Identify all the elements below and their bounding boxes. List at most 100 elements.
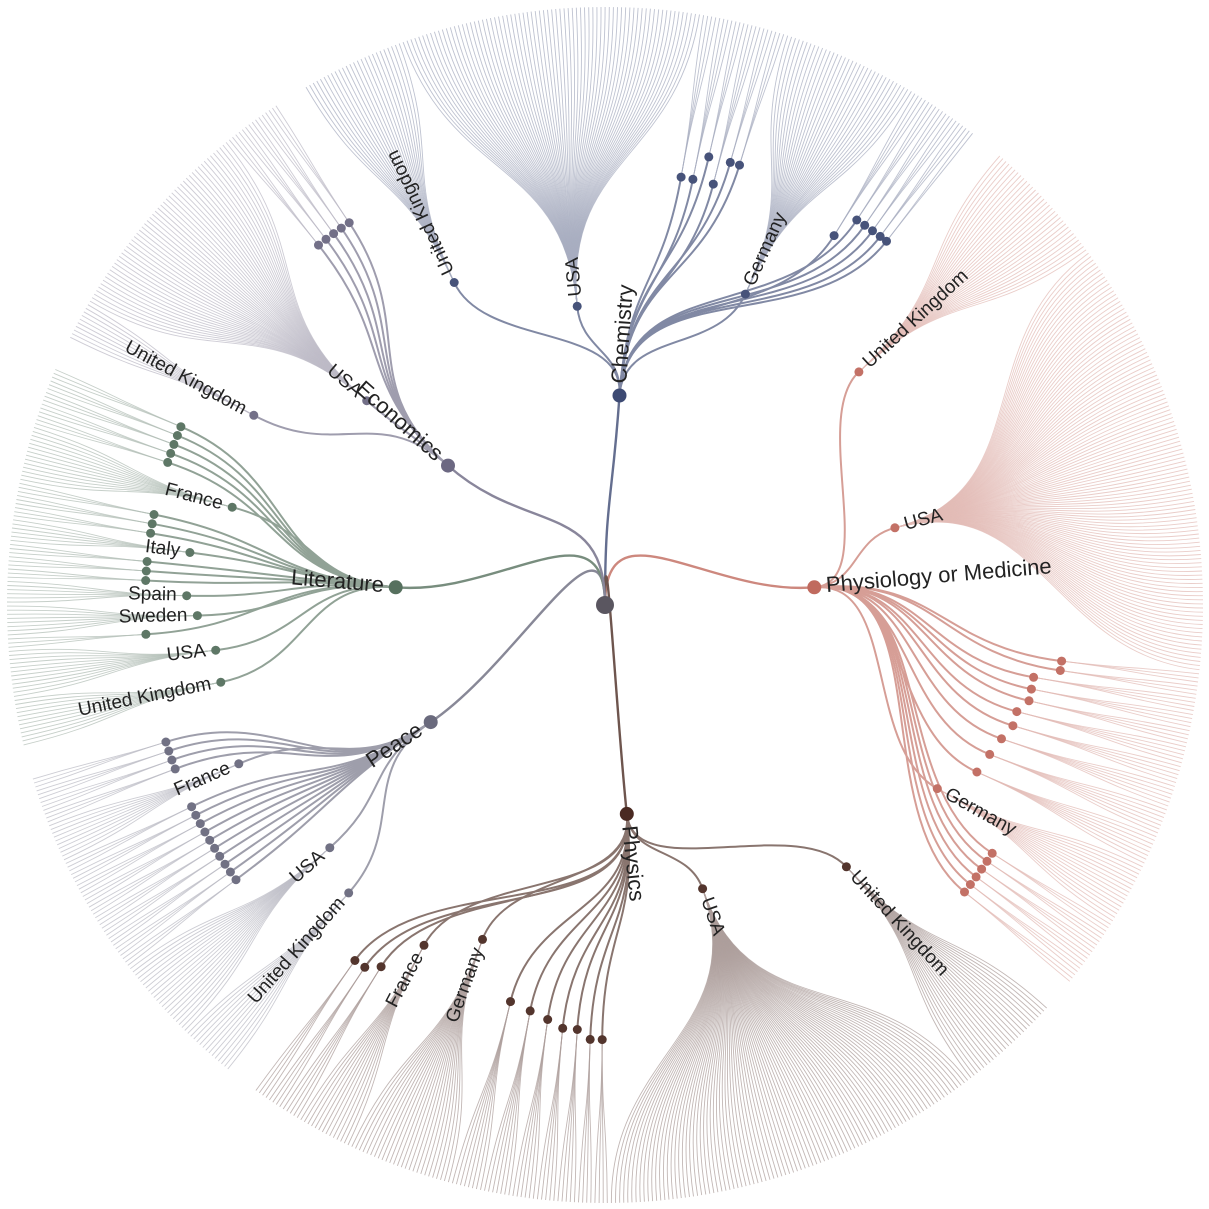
leaf-link: [8, 568, 146, 581]
leaf-link: [619, 888, 714, 1203]
country-label-usa: USA: [696, 895, 729, 939]
country-node: [211, 645, 221, 655]
country-node: [249, 410, 259, 420]
category-link: [603, 575, 628, 815]
country-node: [932, 784, 942, 794]
country-node: [572, 1025, 582, 1034]
country-link: [348, 222, 449, 467]
country-link: [153, 513, 396, 589]
leaf-link: [451, 1001, 511, 1184]
country-node: [449, 278, 459, 287]
leaf-link: [43, 399, 175, 445]
leaf-link: [14, 507, 151, 534]
country-node: [176, 422, 186, 432]
leaf-link: [553, 1028, 564, 1201]
leaf-link: [964, 891, 1071, 982]
leaf-link: [76, 823, 201, 886]
country-node: [841, 862, 851, 872]
country-node: [585, 1034, 595, 1044]
country-label-france: France: [382, 949, 428, 1011]
leaf-link: [8, 633, 146, 648]
leaf-link: [275, 105, 350, 223]
leaf-link: [82, 831, 206, 897]
country-link: [814, 586, 966, 893]
country-link: [814, 526, 896, 589]
category-link: [603, 554, 815, 606]
country-link: [814, 585, 1061, 672]
country-label-usa: USA: [166, 640, 208, 665]
leaf-link: [300, 945, 425, 1121]
country-node: [166, 448, 176, 458]
country-link: [814, 371, 860, 589]
country-link: [329, 721, 432, 849]
country-node: [147, 519, 157, 529]
leaf-link: [1001, 738, 1169, 807]
country-node: [985, 749, 995, 759]
leaf-link: [398, 43, 455, 283]
country-link: [618, 164, 741, 396]
leaf-link: [101, 855, 220, 929]
leaf-link: [739, 34, 785, 166]
country-node: [890, 523, 900, 533]
leaf-link: [970, 884, 1083, 966]
leaf-link: [976, 771, 1145, 864]
country-label-united-kingdom: United Kingdom: [846, 867, 953, 981]
country-node: [234, 759, 244, 769]
country-link: [165, 721, 432, 752]
country-label-usa: USA: [562, 256, 587, 297]
leaf-link: [187, 892, 350, 1034]
leaf-link: [130, 847, 331, 970]
country-link: [618, 156, 710, 396]
leaf-link: [858, 249, 1087, 373]
country-node: [325, 843, 335, 853]
category-link: [603, 395, 621, 606]
leaf-link: [65, 806, 192, 864]
country-label-united-kingdom: United Kingdom: [383, 147, 459, 278]
category-link: [447, 464, 607, 606]
country-node: [172, 431, 182, 440]
leaf-link: [1012, 725, 1177, 784]
root-node: [596, 596, 614, 614]
country-node: [965, 880, 975, 889]
country-label-united-kingdom: United Kingdom: [859, 265, 973, 372]
leaf-link: [729, 30, 773, 163]
country-node: [543, 1015, 553, 1024]
leaf-link: [13, 519, 190, 553]
country-node: [146, 528, 156, 538]
country-link: [814, 585, 1030, 702]
category-label-physiology-or-medicine: Physiology or Medicine: [825, 553, 1053, 597]
country-node: [164, 746, 174, 756]
country-node: [141, 566, 151, 576]
country-node: [1026, 684, 1036, 694]
country-node: [227, 502, 237, 512]
country-node: [1024, 696, 1034, 706]
country-node: [1057, 656, 1067, 666]
country-link: [618, 230, 874, 396]
country-node: [215, 851, 225, 861]
country-node: [852, 215, 862, 225]
leaf-link: [986, 860, 1100, 942]
country-node: [676, 172, 686, 182]
leaf-link: [991, 852, 1107, 932]
leaf-link: [1060, 670, 1197, 695]
country-link: [180, 425, 396, 589]
country-node: [225, 867, 235, 877]
country-node: [1029, 672, 1039, 682]
leaf-link: [879, 128, 967, 237]
leaf-link: [265, 112, 342, 229]
country-node: [572, 301, 582, 311]
country-node: [187, 802, 197, 812]
country-label-spain: Spain: [128, 583, 177, 605]
leaf-link: [39, 750, 169, 800]
tree-nodes: [141, 152, 1067, 1045]
country-link: [363, 813, 629, 968]
country-node: [185, 548, 195, 557]
country-link: [173, 443, 396, 589]
leaf-link: [846, 866, 972, 1079]
country-node: [506, 997, 515, 1007]
country-label-united-kingdom: United Kingdom: [121, 337, 250, 420]
leaf-link: [833, 99, 926, 236]
country-node: [161, 737, 171, 747]
country-node: [142, 557, 152, 566]
